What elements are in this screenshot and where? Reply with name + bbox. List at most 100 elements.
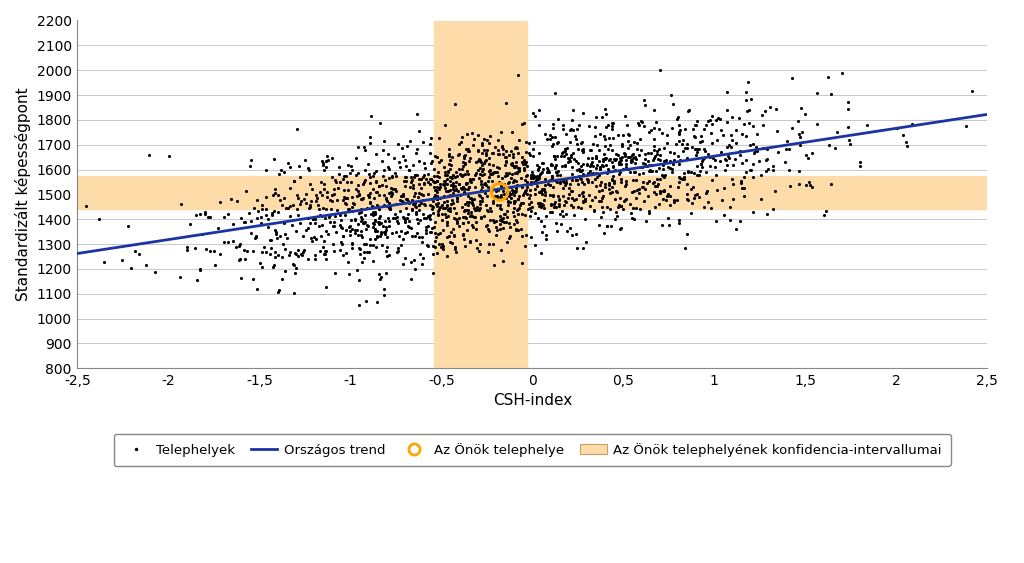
Point [495, 150, 511, 159]
Point [442, 199, 459, 208]
Point [224, 220, 241, 229]
Point [459, 166, 475, 175]
Point [343, 206, 359, 215]
Point [511, 166, 527, 175]
Point [231, 254, 248, 263]
Point [327, 269, 343, 278]
Point [449, 218, 465, 227]
Point [618, 159, 635, 168]
Point [628, 176, 644, 185]
Point [337, 199, 353, 208]
Point [325, 172, 341, 181]
Point [501, 178, 517, 187]
Point [691, 171, 708, 180]
Point [530, 187, 547, 196]
Point [598, 161, 614, 170]
Point [633, 145, 649, 154]
Point [467, 213, 483, 222]
Point [212, 198, 228, 207]
Point [336, 193, 352, 202]
Point [416, 209, 432, 218]
Point [527, 176, 544, 185]
Point [503, 182, 519, 191]
Point [492, 219, 508, 228]
Point [634, 118, 650, 127]
Point [457, 159, 473, 168]
Point [510, 204, 526, 213]
Point [500, 189, 516, 198]
Point [489, 200, 506, 209]
Point [523, 177, 540, 186]
Point [684, 142, 700, 151]
Point [604, 187, 621, 196]
Point [780, 166, 797, 175]
Point [457, 212, 473, 221]
Point [325, 221, 341, 230]
Point [649, 149, 666, 158]
Point [681, 106, 697, 115]
Point [600, 166, 616, 175]
Point [467, 182, 483, 191]
Point [415, 253, 431, 262]
Point [492, 163, 508, 172]
Point [560, 194, 577, 203]
Point [301, 218, 317, 227]
Point [650, 179, 667, 188]
Point [436, 121, 453, 130]
Point [420, 211, 436, 220]
Point [598, 154, 614, 163]
Point [612, 168, 629, 177]
Point [589, 172, 605, 181]
Point [397, 229, 414, 238]
Point [614, 153, 631, 162]
Point [542, 191, 558, 200]
Point [484, 215, 501, 224]
Point [591, 186, 607, 195]
Point [258, 248, 274, 257]
Point [470, 131, 486, 140]
Point [675, 146, 691, 155]
Point [302, 202, 318, 211]
Point [459, 226, 475, 235]
Point [398, 173, 415, 182]
Point [352, 208, 369, 217]
Point [388, 227, 404, 236]
Point [317, 204, 334, 213]
Point [418, 226, 434, 235]
Point [245, 274, 261, 283]
Point [314, 161, 331, 170]
Point [504, 160, 520, 169]
Point [507, 216, 523, 225]
Point [718, 156, 734, 165]
Point [262, 249, 279, 258]
Point [356, 217, 373, 226]
Point [422, 175, 438, 184]
Point [602, 204, 618, 213]
Point [367, 235, 383, 244]
Point [657, 196, 674, 205]
Point [859, 121, 876, 130]
Point [378, 181, 394, 190]
Point [442, 186, 459, 195]
Point [339, 177, 355, 186]
Point [613, 202, 630, 211]
Point [467, 218, 483, 227]
Point [620, 152, 636, 161]
Point [274, 274, 291, 283]
Point [368, 243, 384, 252]
Point [783, 123, 800, 132]
Point [670, 182, 686, 191]
Point [523, 179, 540, 188]
Point [354, 194, 371, 203]
Point [459, 179, 475, 188]
Point [593, 197, 609, 206]
Point [518, 231, 535, 240]
Point [472, 158, 488, 167]
Point [645, 141, 662, 150]
Point [356, 176, 373, 185]
Point [361, 179, 378, 188]
Point [635, 158, 651, 167]
Point [344, 225, 360, 234]
Point [306, 218, 323, 227]
Point [646, 145, 663, 154]
